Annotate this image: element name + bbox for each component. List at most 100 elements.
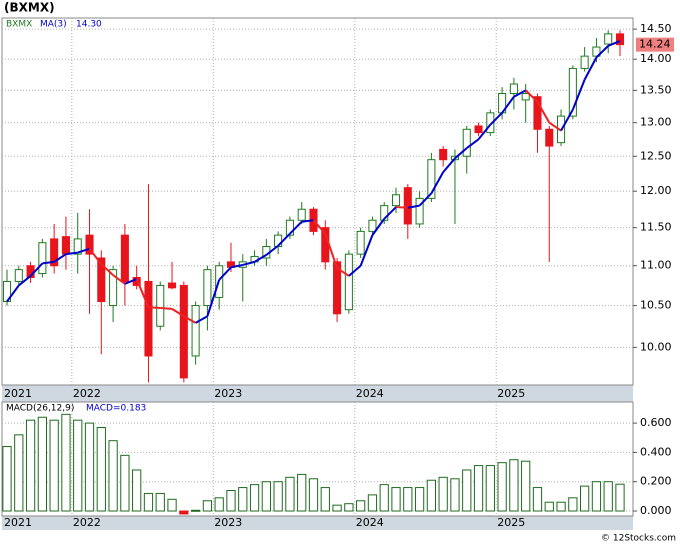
macd-bar bbox=[544, 501, 554, 512]
candle-body bbox=[415, 197, 424, 225]
y-tick-label: 12.00 bbox=[640, 184, 672, 197]
candle-body bbox=[144, 280, 153, 357]
macd-bar bbox=[414, 487, 425, 512]
ma-segment bbox=[230, 263, 243, 269]
ma-segment bbox=[277, 232, 291, 247]
y-tick-label: 0.200 bbox=[640, 475, 672, 488]
candle-body bbox=[356, 230, 365, 255]
y-tick-label: 12.50 bbox=[640, 149, 672, 162]
ma-segment bbox=[371, 218, 386, 236]
candle-body bbox=[73, 238, 82, 255]
macd-bar bbox=[285, 476, 295, 512]
y-tick-label: 0.400 bbox=[640, 445, 672, 458]
macd-bar bbox=[379, 484, 389, 512]
candle-body bbox=[38, 242, 47, 275]
macd-bar bbox=[73, 419, 83, 512]
ma-segment bbox=[312, 219, 327, 235]
ma-segment bbox=[88, 248, 103, 265]
ma-segment bbox=[536, 101, 551, 124]
macd-bar bbox=[403, 487, 413, 512]
macd-bar bbox=[344, 503, 354, 512]
ma-segment bbox=[548, 121, 562, 132]
candle-body bbox=[156, 284, 165, 327]
macd-bar bbox=[497, 462, 507, 512]
candle-body bbox=[344, 253, 353, 311]
ma-segment bbox=[100, 263, 114, 276]
candle-body bbox=[403, 187, 412, 225]
x-tick-label: 2023 bbox=[214, 516, 242, 529]
macd-bar bbox=[261, 481, 271, 512]
candle-body bbox=[14, 269, 23, 282]
x-tick-label: 2022 bbox=[73, 387, 101, 400]
ma-segment bbox=[595, 45, 609, 59]
macd-bar bbox=[485, 465, 495, 512]
macd-bar bbox=[214, 497, 224, 512]
macd-bar bbox=[532, 487, 543, 512]
y-tick-label: 13.00 bbox=[640, 116, 672, 129]
macd-bar bbox=[332, 504, 342, 512]
ma-segment bbox=[77, 247, 90, 254]
candle-body bbox=[439, 148, 448, 161]
macd-bar bbox=[143, 492, 154, 512]
ma-segment bbox=[53, 253, 67, 263]
macd-bar bbox=[615, 483, 625, 512]
candle-body bbox=[285, 219, 294, 236]
ma-segment bbox=[289, 221, 303, 235]
legend-symbol: BXMX bbox=[6, 20, 32, 30]
x-tick-label: 2021 bbox=[4, 516, 32, 529]
macd-bar bbox=[202, 500, 213, 512]
x-tick-label: 2024 bbox=[356, 387, 384, 400]
ma-segment bbox=[18, 275, 32, 287]
ma-segment bbox=[218, 266, 232, 281]
macd-bar bbox=[108, 440, 118, 512]
ma-segment bbox=[336, 267, 350, 277]
ma-segment bbox=[324, 233, 339, 269]
macd-bar bbox=[556, 501, 566, 512]
macd-bar bbox=[84, 422, 95, 512]
candle-body bbox=[368, 219, 377, 232]
macd-bar bbox=[226, 490, 236, 512]
y-tick-label: 10.50 bbox=[640, 299, 672, 312]
ma-segment bbox=[112, 274, 126, 285]
ma-segment bbox=[560, 109, 574, 132]
macd-bar bbox=[450, 478, 460, 512]
ma-segment bbox=[195, 315, 208, 324]
ma-segment bbox=[477, 124, 492, 140]
candle-body bbox=[97, 257, 106, 303]
ma-segment bbox=[489, 112, 503, 126]
macd-bar bbox=[37, 416, 47, 512]
ma-segment bbox=[183, 315, 197, 324]
candle-body bbox=[120, 234, 129, 282]
legend-macd-value: MACD=0.183 bbox=[86, 404, 146, 414]
macd-bar bbox=[273, 481, 283, 512]
y-tick-label: 0.000 bbox=[640, 504, 672, 517]
candle-body bbox=[604, 33, 613, 45]
candle-body bbox=[545, 128, 554, 147]
y-tick-label: 10.00 bbox=[640, 340, 672, 353]
macd-bar bbox=[426, 479, 437, 512]
candle-body bbox=[509, 83, 518, 95]
candle-body bbox=[391, 194, 401, 207]
candle-body bbox=[568, 67, 577, 117]
ma-segment bbox=[501, 96, 515, 114]
candle-body bbox=[427, 159, 436, 199]
footer: © 12Stocks.com bbox=[601, 534, 676, 544]
x-tick-label: 2022 bbox=[73, 516, 101, 529]
macd-bar bbox=[308, 478, 319, 512]
ma-segment bbox=[418, 192, 433, 207]
ma-segment bbox=[583, 56, 598, 81]
candle-body bbox=[50, 238, 59, 267]
ma-segment bbox=[171, 307, 185, 318]
ma-segment bbox=[348, 264, 362, 277]
macd-bar bbox=[238, 487, 248, 512]
candle-body bbox=[168, 282, 177, 289]
x-tick-label: 2024 bbox=[356, 516, 384, 529]
candle-body bbox=[462, 128, 471, 157]
x-tick-label: 2023 bbox=[214, 387, 242, 400]
ma-segment bbox=[265, 244, 279, 256]
macd-bar bbox=[391, 487, 401, 512]
ma-segment bbox=[513, 89, 527, 98]
legend-ma: MA(3) bbox=[40, 20, 67, 30]
y-tick-label: 11.00 bbox=[640, 259, 672, 272]
candle-body bbox=[203, 269, 212, 307]
